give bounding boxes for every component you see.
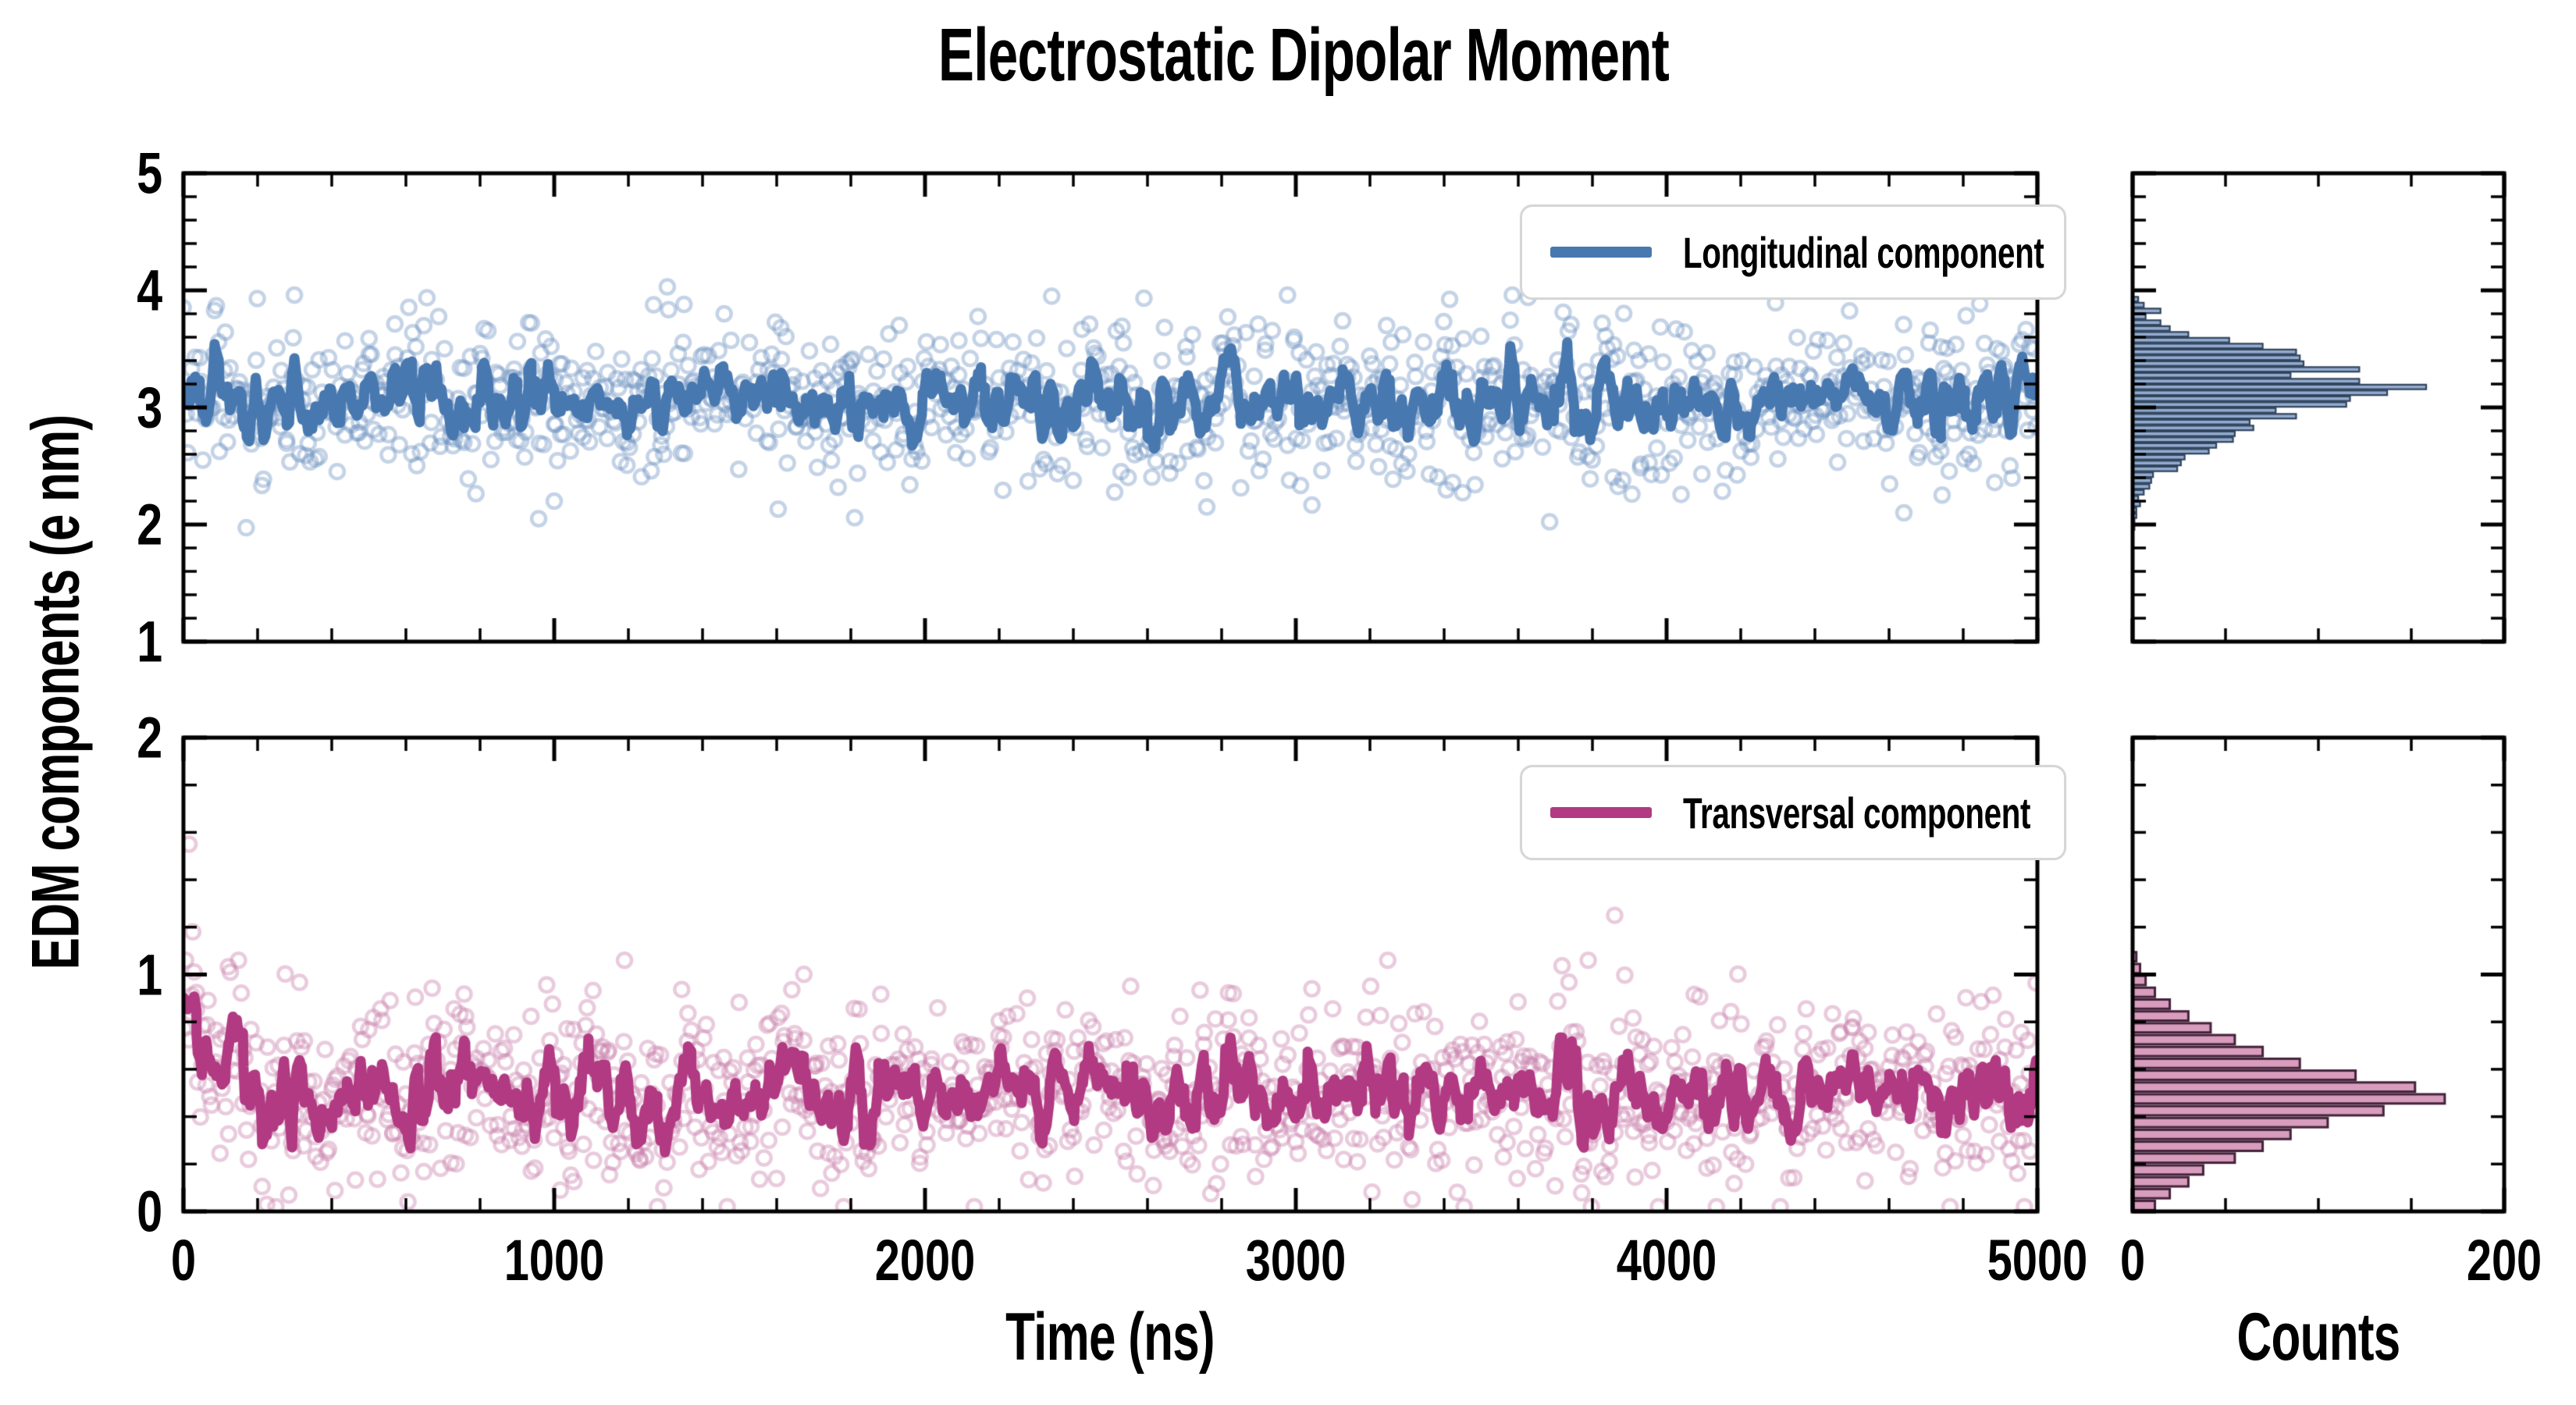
counts-tick-label-0: 0 [2119, 1228, 2146, 1293]
y-tick-label-transversal-timeseries-2: 2 [137, 705, 162, 770]
y-tick-label-transversal-timeseries-1: 1 [137, 942, 162, 1007]
x-axis-label-time: Time (ns) [1005, 1300, 1215, 1375]
legend-label-longitudinal: Longitudinal component [1683, 227, 2044, 277]
x-axis-label-counts: Counts [2236, 1300, 2401, 1375]
counts-tick-label-200: 200 [2466, 1228, 2542, 1293]
y-tick-label-longitudinal-timeseries-1: 1 [137, 609, 162, 674]
figure-title: Electrostatic Dipolar Moment [938, 13, 1670, 97]
x-tick-label-4000: 4000 [1616, 1228, 1717, 1293]
legend-label-transversal: Transversal component [1683, 788, 2031, 838]
x-tick-label-3000: 3000 [1245, 1228, 1347, 1293]
x-tick-label-0: 0 [170, 1228, 197, 1293]
y-tick-label-longitudinal-timeseries-3: 3 [137, 375, 162, 440]
y-tick-label-longitudinal-timeseries-2: 2 [137, 492, 162, 557]
y-tick-label-longitudinal-timeseries-4: 4 [137, 258, 162, 323]
legend-swatch-transversal [1550, 807, 1652, 818]
y-axis-label: EDM components (e nm) [18, 414, 94, 970]
x-tick-label-2000: 2000 [874, 1228, 976, 1293]
legend-longitudinal: Longitudinal component [1520, 205, 2066, 300]
legend-transversal: Transversal component [1520, 765, 2066, 860]
legend-swatch-longitudinal [1550, 247, 1652, 258]
x-tick-label-1000: 1000 [503, 1228, 605, 1293]
x-tick-label-5000: 5000 [1987, 1228, 2088, 1293]
y-tick-label-longitudinal-timeseries-5: 5 [137, 140, 162, 206]
y-tick-label-transversal-timeseries-0: 0 [137, 1179, 162, 1244]
